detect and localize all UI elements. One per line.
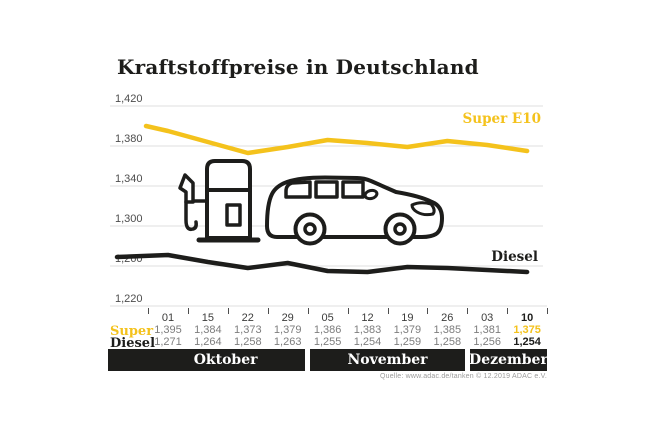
diesel-value-cell: 1,263 [273, 336, 302, 348]
super-value-cell: 1,379 [393, 324, 422, 336]
super-row-label: Super [110, 324, 154, 339]
date-cell: 01 [161, 312, 175, 324]
axis-tick [347, 308, 349, 314]
month-bar-dezember: Dezember [469, 349, 548, 371]
car-icon [265, 175, 444, 246]
axis-tick [427, 308, 429, 314]
diesel-series-label: Diesel [491, 249, 538, 265]
super-value-cell: 1,395 [154, 324, 182, 336]
y-tick-label: 1,380 [115, 133, 143, 145]
diesel-value-cell: 1,271 [154, 336, 182, 348]
diesel-row-label: Diesel [110, 336, 156, 351]
super-value-cell: 1,386 [313, 324, 342, 336]
data-lines [114, 123, 530, 275]
axis-tick [148, 308, 150, 314]
super-value-cell: 1,384 [194, 324, 222, 336]
car-mirror [363, 188, 379, 201]
date-cell: 19 [401, 312, 414, 324]
axis-tick [267, 308, 269, 314]
source-credit: Quelle: www.adac.de/tanken © 12.2019 ADA… [379, 373, 547, 380]
page-title: Kraftstoffpreise in Deutschland [117, 55, 479, 79]
car-window-3 [341, 180, 365, 199]
super-value-cell: 1,381 [473, 324, 501, 336]
axis-tick [188, 308, 189, 314]
date-cell: 05 [321, 312, 334, 324]
date-cell: 12 [361, 312, 374, 324]
date-cell: 03 [481, 312, 494, 324]
super-value-cell: 1,375 [513, 324, 541, 336]
axis-tick [387, 308, 389, 314]
diesel-value-cell: 1,258 [234, 336, 262, 348]
super-value-cell: 1,385 [433, 324, 462, 336]
diesel-value-cell: 1,264 [194, 336, 222, 348]
diesel-value-cell: 1,254 [513, 336, 541, 348]
diesel-line [114, 252, 530, 275]
fuel-pump-icon [178, 159, 261, 243]
super-e10-series-label: Super E10 [463, 111, 541, 127]
month-bar-november: November [310, 349, 465, 371]
axis-tick [307, 308, 309, 314]
y-tick-label: 1,220 [115, 293, 143, 305]
car-window-1 [284, 180, 312, 199]
y-tick-label: 1,300 [115, 213, 143, 225]
axis-tick [467, 308, 469, 314]
axis-tick [547, 308, 549, 314]
diesel-value-cell: 1,259 [393, 336, 422, 348]
super-value-cell: 1,373 [234, 324, 262, 336]
date-cell: 10 [520, 312, 534, 324]
super-e10-line [143, 123, 530, 156]
super-value-cell: 1,379 [273, 324, 302, 336]
diesel-value-cell: 1,255 [313, 336, 342, 348]
diesel-value-cell: 1,256 [473, 336, 501, 348]
y-tick-label: 1,340 [115, 173, 143, 185]
diesel-value-cell: 1,254 [353, 336, 382, 348]
date-cell: 15 [201, 312, 215, 324]
date-cell: 26 [441, 312, 454, 324]
y-tick-label: 1,420 [115, 93, 143, 105]
axis-tick [507, 308, 509, 314]
month-bar-oktober: Oktober [108, 349, 306, 371]
diesel-value-cell: 1,258 [433, 336, 462, 348]
axis-tick [227, 308, 229, 314]
car-headlight [410, 201, 436, 217]
date-cell: 29 [281, 312, 294, 324]
car-window-2 [314, 180, 339, 199]
date-cell: 22 [241, 312, 254, 324]
super-value-cell: 1,383 [353, 324, 382, 336]
